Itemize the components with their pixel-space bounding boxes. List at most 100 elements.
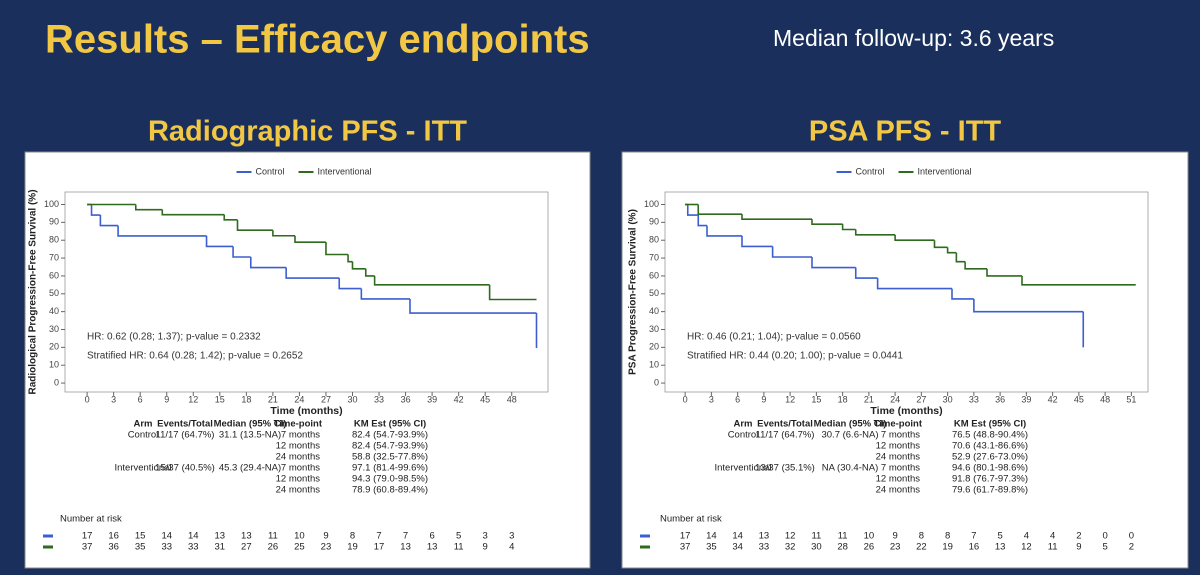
table-cell: 70.6 (43.1-86.6%) (952, 441, 1028, 452)
x-tick-label: 30 (943, 394, 953, 404)
risk-count: 26 (864, 542, 875, 553)
table-cell: 91.8 (76.7-97.3%) (952, 474, 1028, 485)
x-tick-label: 36 (995, 394, 1005, 404)
risk-count: 2 (1076, 531, 1081, 542)
km-step (347, 254, 353, 263)
risk-count: 14 (188, 531, 199, 542)
x-tick-label: 9 (164, 394, 169, 404)
risk-count: 28 (837, 542, 848, 553)
risk-count: 10 (864, 531, 875, 542)
table-cell: 24 months (876, 452, 921, 463)
table-cell: 24 months (876, 485, 921, 496)
risk-count: 17 (374, 542, 385, 553)
km-step (236, 219, 273, 232)
x-tick-label: 24 (890, 394, 900, 404)
km-step (741, 214, 812, 220)
risk-count: 32 (785, 542, 796, 553)
risk-count: 7 (971, 531, 976, 542)
x-tick-label: 6 (138, 394, 143, 404)
legend-label: Control (856, 166, 885, 176)
risk-count: 19 (942, 542, 953, 553)
x-tick-label: 24 (294, 394, 304, 404)
km-step (841, 224, 856, 231)
km-step (232, 246, 251, 258)
table-cell: 7 months (881, 463, 920, 474)
risk-count: 23 (890, 542, 901, 553)
table-cell: 15/37 (40.5%) (155, 463, 215, 474)
risk-count: 2 (1129, 542, 1134, 553)
x-tick-label: 51 (1126, 394, 1136, 404)
table-header: KM Est (95% CI) (354, 419, 426, 430)
risk-count: 33 (161, 542, 172, 553)
km-step (706, 225, 742, 237)
risk-count: 9 (483, 542, 488, 553)
y-tick-label: 100 (44, 199, 59, 209)
risk-count: 31 (215, 542, 226, 553)
slide-subtitle: Median follow-up: 3.6 years (773, 25, 1054, 51)
x-tick-label: 36 (401, 394, 411, 404)
table-cell: 79.6 (61.7-89.8%) (952, 485, 1028, 496)
risk-count: 3 (483, 531, 488, 542)
risk-count: 17 (680, 531, 691, 542)
risk-count: 11 (454, 542, 464, 553)
risk-count: 33 (759, 542, 770, 553)
risk-count: 22 (916, 542, 927, 553)
slide-title: Results – Efficacy endpoints (45, 18, 590, 62)
km-step (686, 204, 699, 216)
km-step (90, 204, 101, 216)
km-step (986, 268, 1022, 277)
km-step (741, 235, 773, 248)
x-axis-label: Time (months) (270, 405, 342, 417)
x-tick-label: 27 (916, 394, 926, 404)
table-cell: 12 months (876, 474, 921, 485)
risk-count: 8 (350, 531, 355, 542)
km-step (351, 261, 366, 270)
table-cell: 7 months (881, 430, 920, 441)
risk-count: 11 (838, 531, 848, 542)
y-tick-label: 60 (649, 270, 659, 280)
table-cell: 82.4 (54.7-93.9%) (352, 430, 428, 441)
km-step (205, 235, 234, 248)
annotation: Stratified HR: 0.44 (0.20; 1.00); p-valu… (687, 351, 903, 362)
legend-label: Interventional (318, 166, 372, 176)
risk-count: 13 (215, 531, 226, 542)
km-step (933, 240, 948, 249)
x-tick-label: 0 (85, 394, 90, 404)
x-tick-label: 33 (374, 394, 384, 404)
table-cell: 13/37 (35.1%) (755, 463, 815, 474)
y-tick-label: 10 (49, 360, 59, 370)
risk-count: 37 (82, 542, 93, 553)
risk-count: 14 (161, 531, 172, 542)
risk-count: 14 (732, 531, 743, 542)
km-step (161, 209, 225, 216)
y-tick-label: 20 (49, 342, 59, 352)
annotation: HR: 0.62 (0.28; 1.37); p-value = 0.2332 (87, 332, 261, 343)
km-step (223, 214, 238, 221)
risk-count: 11 (1048, 542, 1058, 553)
y-tick-label: 80 (649, 235, 659, 245)
y-tick-label: 90 (49, 217, 59, 227)
table-cell: 94.3 (79.0-98.5%) (352, 474, 428, 485)
x-tick-label: 42 (454, 394, 464, 404)
risk-count: 4 (1050, 531, 1055, 542)
x-tick-label: 39 (427, 394, 437, 404)
km-step (338, 278, 362, 290)
risk-count: 16 (969, 542, 980, 553)
risk-count: 13 (427, 542, 438, 553)
table-cell: 11/17 (64.7%) (756, 430, 815, 441)
risk-count: 7 (376, 531, 381, 542)
risk-count: 9 (1076, 542, 1081, 553)
km-step (1021, 275, 1136, 286)
km-step (854, 229, 896, 236)
km-step (272, 230, 295, 237)
x-tick-label: 39 (1021, 394, 1031, 404)
risk-count: 6 (429, 531, 434, 542)
risk-count: 8 (945, 531, 950, 542)
km-step (117, 225, 207, 237)
km-step (697, 204, 742, 215)
km-step (488, 284, 537, 301)
table-cell: Interventional (714, 463, 771, 474)
table-cell: 12 months (276, 474, 321, 485)
table-cell: 76.5 (48.8-90.4%) (952, 430, 1028, 441)
table-cell: 24 months (276, 485, 321, 496)
